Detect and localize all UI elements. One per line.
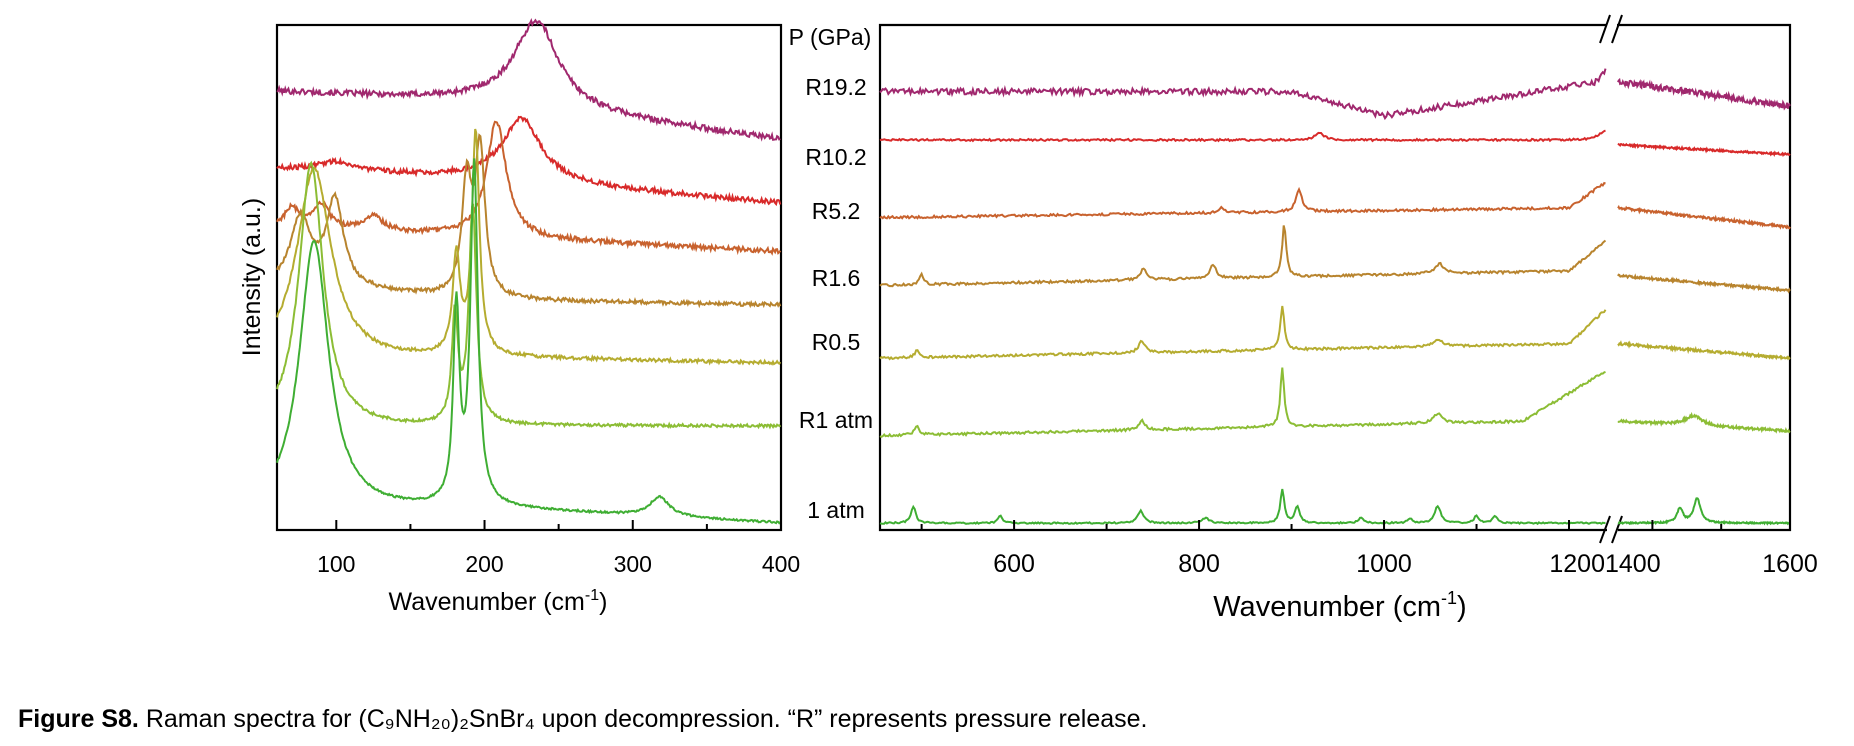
y-axis-label: Intensity (a.u.) (238, 198, 266, 356)
spectrum-high-b-r0.5 (1617, 340, 1791, 361)
right-x-axis-label: Wavenumber (cm-1) (1213, 588, 1466, 623)
spectrum-low-r10.2 (276, 115, 782, 207)
right-tick-label: 1600 (1762, 550, 1818, 578)
spectrum-low-r1-atm (276, 160, 782, 430)
right-tick-label: 1200 (1549, 550, 1605, 578)
pressure-label: R0.5 (812, 329, 861, 355)
pressure-label: R1 atm (799, 407, 873, 433)
left-tick-label: 400 (762, 551, 800, 577)
axis-break-bottom (1599, 515, 1623, 544)
spectrum-low-r1.6 (276, 133, 782, 309)
axis-break-top (1599, 14, 1623, 44)
spectra-group (276, 18, 1791, 526)
spectrum-low-1-atm (276, 158, 782, 525)
left-tick-label: 100 (317, 551, 355, 577)
spectrum-high-a-r19.2 (879, 68, 1607, 121)
pressure-label: R10.2 (805, 144, 866, 170)
right-tick-label: 600 (993, 550, 1035, 578)
spectrum-high-a-r1-atm (879, 367, 1606, 439)
pressure-label: R5.2 (812, 198, 861, 224)
spectrum-high-a-r10.2 (879, 129, 1606, 143)
figure-caption: Figure S8. Raman spectra for (C₉NH₂₀)₂Sn… (18, 705, 1148, 734)
spectrum-high-a-r1.6 (879, 225, 1607, 288)
left-x-axis-label: Wavenumber (cm-1) (389, 587, 608, 616)
spectrum-low-r0.5 (276, 128, 782, 366)
spectrum-high-b-r5.2 (1617, 204, 1791, 230)
pressure-label: R1.6 (812, 265, 861, 291)
legend-title: P (GPa) (789, 24, 872, 50)
spectrum-high-b-r10.2 (1617, 142, 1791, 158)
spectrum-high-b-1-atm (1617, 497, 1791, 526)
left-tick-label: 300 (614, 551, 652, 577)
pressure-label: R19.2 (805, 74, 866, 100)
spectrum-high-a-r0.5 (879, 305, 1607, 361)
pressure-labels: R19.2 R10.2 R5.2 R1.6 R0.5 R1 atm 1 atm (799, 74, 873, 523)
pressure-label: 1 atm (807, 497, 865, 523)
caption-text: Raman spectra for (C₉NH₂₀)₂SnBr₄ upon de… (145, 705, 1148, 733)
spectrum-high-a-r5.2 (879, 181, 1606, 220)
ticks-group: 100 200 300 400 600 800 1000 1200 1400 1600 (317, 520, 1818, 578)
spectrum-high-a-1-atm (879, 488, 1606, 526)
right-tick-label: 800 (1178, 550, 1220, 578)
caption-label: Figure S8. (18, 705, 139, 733)
right-plot-frame (878, 23, 1792, 532)
spectrum-high-b-r1.6 (1617, 273, 1791, 294)
left-tick-label: 200 (465, 551, 503, 577)
spectrum-low-r19.2 (276, 18, 781, 142)
left-plot-frame (275, 23, 783, 532)
right-tick-label: 1400 (1605, 550, 1661, 578)
right-tick-label: 1000 (1356, 550, 1412, 578)
spectrum-high-b-r19.2 (1617, 77, 1791, 111)
spectrum-high-b-r1-atm (1617, 411, 1791, 434)
spectrum-low-r5.2 (276, 120, 782, 256)
